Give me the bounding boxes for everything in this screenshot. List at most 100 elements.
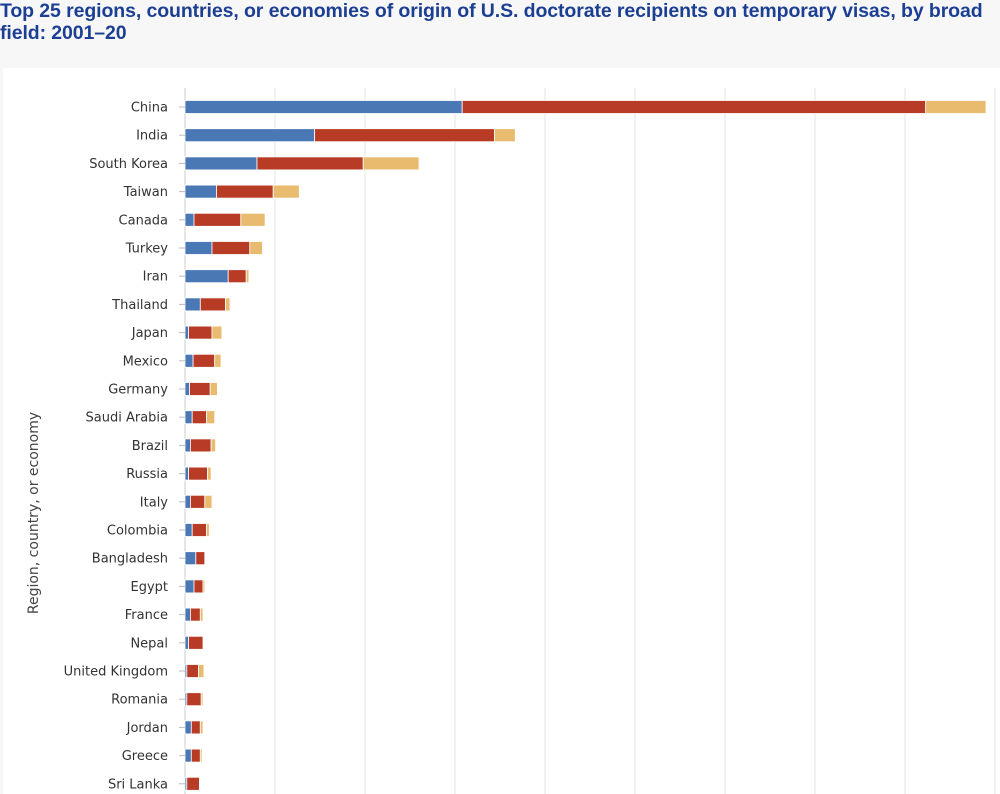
bar-segment[interactable] (216, 184, 274, 199)
bar-segment[interactable] (191, 410, 207, 425)
bar-segment[interactable] (186, 664, 199, 678)
bar-segment[interactable] (184, 551, 197, 566)
category-label: Jordan (126, 721, 168, 736)
bar-segment[interactable] (184, 100, 463, 114)
bar-segment[interactable] (199, 297, 226, 312)
bar-segment[interactable] (184, 607, 191, 622)
bar-segment[interactable] (209, 382, 218, 396)
bar-segment[interactable] (199, 748, 203, 763)
category-label: France (125, 608, 168, 623)
bar-segment[interactable] (204, 494, 213, 509)
chart-title: Top 25 regions, countries, or economies … (0, 0, 983, 44)
bar-segment[interactable] (214, 353, 222, 368)
bar-segment[interactable] (184, 438, 191, 453)
category-labels: China India South Korea Taiwan Canada Turkey I… (64, 101, 185, 792)
bar-segment[interactable] (186, 776, 200, 791)
bar-segment[interactable] (225, 297, 231, 312)
bar-segment[interactable] (184, 297, 201, 312)
bar-segment[interactable] (184, 241, 213, 255)
bar-segment[interactable] (256, 156, 364, 171)
category-label: Taiwan (123, 185, 168, 200)
stacked-bar-chart: China India South Korea Taiwan Canada Turkey I… (26, 88, 996, 794)
bar-segment[interactable] (184, 579, 195, 594)
bar-segment[interactable] (227, 269, 247, 284)
category-label: South Korea (89, 157, 168, 172)
chart-panel: China India South Korea Taiwan Canada Turkey I… (3, 68, 1000, 794)
bar-segment[interactable] (184, 494, 191, 509)
bar-segment[interactable] (193, 579, 204, 594)
bar-groups (184, 100, 987, 791)
bar-segment[interactable] (206, 523, 210, 537)
category-label: Turkey (125, 242, 169, 257)
category-label: China (131, 101, 168, 116)
category-label: Iran (143, 270, 168, 285)
bar-segment[interactable] (207, 466, 212, 481)
bar-segment[interactable] (494, 128, 516, 143)
bar-segment[interactable] (184, 748, 192, 763)
category-label: Egypt (130, 580, 168, 595)
bar-segment[interactable] (184, 269, 229, 284)
category-label: Japan (131, 326, 168, 341)
bar-segment[interactable] (184, 523, 193, 537)
bar-segment[interactable] (190, 748, 201, 763)
bar-segment[interactable] (461, 100, 927, 114)
category-label: Saudi Arabia (86, 411, 169, 426)
bar-segment[interactable] (184, 635, 189, 650)
category-label: Bangladesh (92, 552, 168, 567)
bar-segment[interactable] (190, 720, 201, 735)
bar-segment[interactable] (193, 212, 242, 227)
category-label: Nepal (130, 636, 168, 651)
category-label: Thailand (111, 298, 168, 313)
bar-segment[interactable] (211, 241, 251, 255)
y-axis-label: Region, country, or economy (26, 412, 42, 614)
bar-segment[interactable] (199, 720, 204, 735)
category-label: India (136, 129, 168, 144)
bar-segment[interactable] (191, 523, 207, 537)
category-label: United Kingdom (64, 665, 168, 680)
bar-segment[interactable] (210, 438, 217, 453)
category-label: Italy (140, 495, 169, 510)
category-label: Romania (111, 693, 168, 708)
bar-segment[interactable] (184, 156, 258, 171)
bar-segment[interactable] (198, 664, 205, 678)
bar-segment[interactable] (188, 466, 208, 481)
bar-segment[interactable] (272, 184, 300, 199)
bar-segment[interactable] (186, 692, 202, 707)
bar-segment[interactable] (189, 438, 212, 453)
bar-segment[interactable] (211, 325, 223, 340)
bar-segment[interactable] (195, 551, 206, 566)
bar-segment[interactable] (199, 607, 204, 622)
category-label: Germany (108, 383, 168, 398)
category-label: Mexico (123, 354, 168, 369)
bar-segment[interactable] (362, 156, 420, 171)
bar-segment[interactable] (184, 128, 316, 143)
bar-segment[interactable] (206, 410, 216, 425)
bar-segment[interactable] (188, 325, 213, 340)
gridlines (184, 88, 996, 794)
bar-segment[interactable] (200, 692, 204, 707)
bar-segment[interactable] (184, 184, 217, 199)
bar-segment[interactable] (314, 128, 496, 143)
bar-segment[interactable] (188, 635, 204, 650)
bar-segment[interactable] (249, 241, 263, 255)
bar-segment[interactable] (925, 100, 987, 114)
bar-segment[interactable] (192, 353, 216, 368)
bar-segment[interactable] (184, 382, 190, 396)
bar-segment[interactable] (184, 466, 189, 481)
bar-segment[interactable] (189, 494, 206, 509)
category-label: Colombia (107, 524, 168, 539)
bar-segment[interactable] (184, 325, 189, 340)
bar-segment[interactable] (189, 607, 201, 622)
category-label: Greece (122, 749, 168, 764)
bar-segment[interactable] (184, 720, 192, 735)
bar-segment[interactable] (184, 410, 193, 425)
category-label: Russia (126, 467, 168, 482)
bar-segment[interactable] (240, 212, 266, 227)
category-label: Brazil (132, 439, 168, 454)
bar-segment[interactable] (184, 353, 194, 368)
bar-segment[interactable] (202, 579, 206, 594)
bar-segment[interactable] (189, 382, 211, 396)
bar-segment[interactable] (245, 269, 250, 284)
category-label: Canada (119, 213, 168, 228)
bar-segment[interactable] (184, 212, 195, 227)
